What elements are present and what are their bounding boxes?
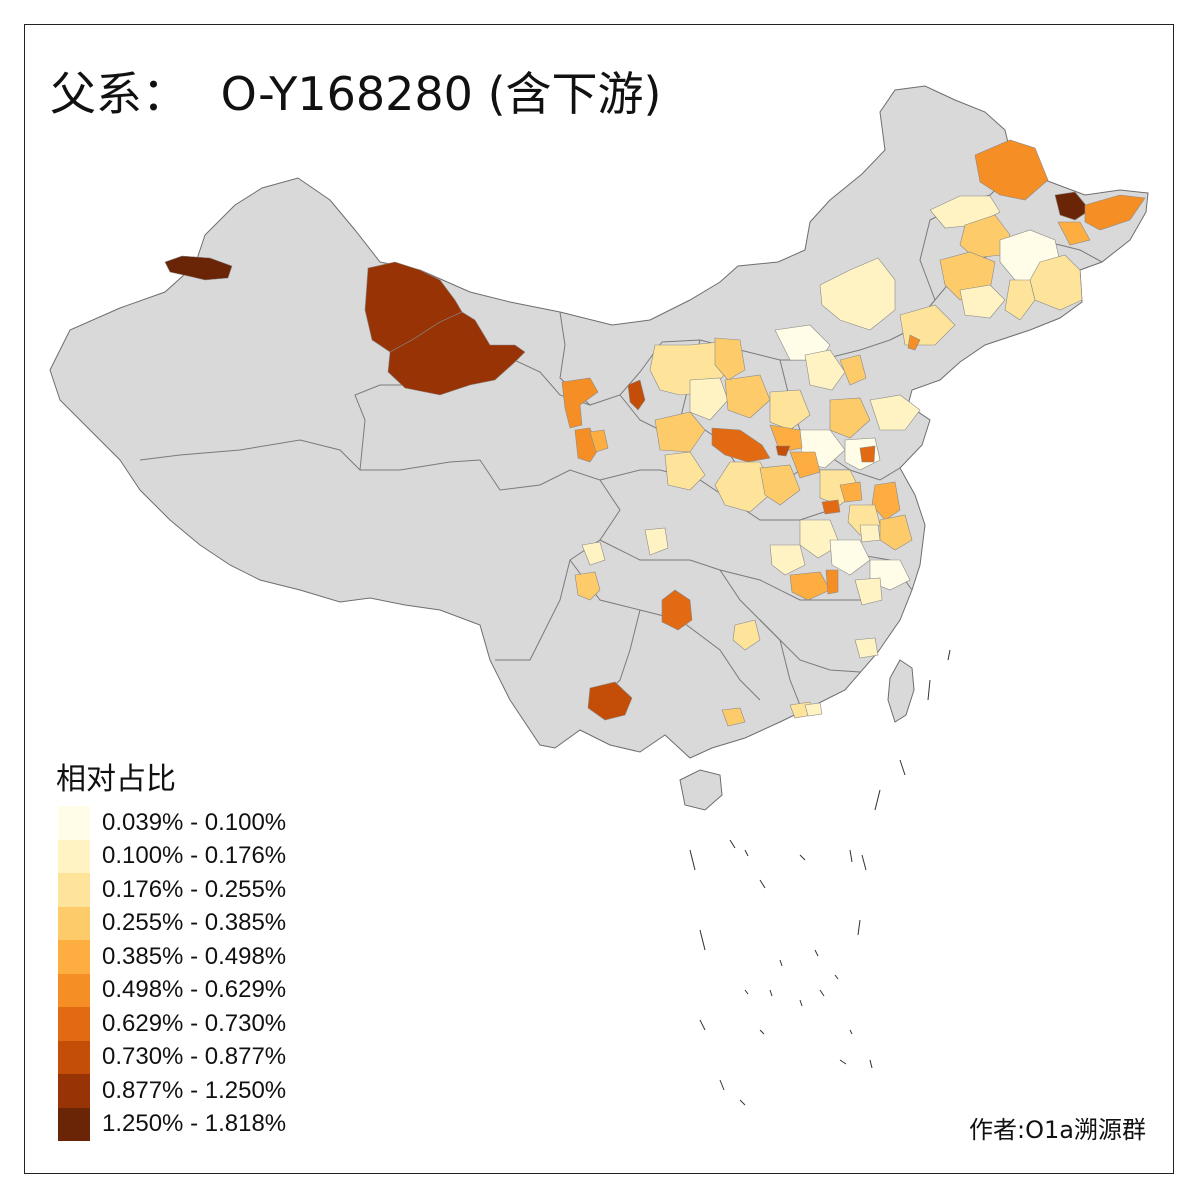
legend-label: 0.385% - 0.498% <box>102 942 287 970</box>
legend-swatch <box>58 806 90 840</box>
legend-item: 0.877% - 1.250% <box>58 1074 286 1108</box>
region-bozhou <box>821 499 841 515</box>
region-zhejiang-1 <box>854 577 883 606</box>
region-liaoning <box>899 304 956 346</box>
hainan <box>679 769 723 811</box>
legend-item: 0.385% - 0.498% <box>58 940 286 974</box>
legend-swatch <box>58 973 90 1007</box>
legend-label: 0.039% - 0.100% <box>102 808 287 836</box>
legend-label: 0.877% - 1.250% <box>102 1076 287 1104</box>
legend-title: 相对占比 <box>56 762 176 797</box>
region-tianjin <box>829 397 871 439</box>
region-hunan <box>732 619 761 651</box>
region-ne-6 <box>1004 279 1036 321</box>
region-henan-1 <box>714 461 776 513</box>
region-ne-3 <box>1057 221 1091 246</box>
legend-swatch <box>58 940 90 974</box>
region-jiangsu-2 <box>879 514 913 551</box>
taiwan <box>887 659 915 723</box>
legend-item: 0.100% - 0.176% <box>58 839 287 873</box>
region-shanxi-2 <box>724 374 771 419</box>
legend-item: 0.629% - 0.730% <box>58 1007 286 1041</box>
region-ne-5 <box>959 284 1006 319</box>
region-guangyuan <box>644 527 669 556</box>
region-ne-east <box>1084 194 1146 231</box>
title-label: 父系： <box>50 67 188 121</box>
region-jiangxi-1 <box>789 571 831 601</box>
region-fujian-1 <box>854 637 879 659</box>
legend-label: 0.498% - 0.629% <box>102 976 287 1004</box>
region-xian <box>711 427 771 463</box>
region-yinchuan <box>627 379 646 411</box>
region-shanxi-1 <box>689 377 729 421</box>
region-yunnan-south <box>587 681 633 721</box>
mainland-outline <box>49 85 1149 759</box>
region-yili <box>164 255 233 281</box>
region-sichuan-1 <box>581 541 606 566</box>
legend-item: 1.250% - 1.818% <box>58 1107 287 1141</box>
region-hami <box>387 311 526 396</box>
region-jiangxi-2 <box>825 569 839 595</box>
map-title: 父系： O-Y168280 (含下游) <box>50 58 661 124</box>
south-sea-islands <box>689 649 951 1106</box>
title-haplogroup: O-Y168280 (含下游) <box>220 67 662 121</box>
legend-swatch <box>58 1107 90 1141</box>
legend-label: 0.629% - 0.730% <box>102 1009 287 1037</box>
region-hubei-1 <box>769 544 806 576</box>
legend-item: 0.730% - 0.877% <box>58 1040 287 1074</box>
region-chifeng <box>819 257 896 331</box>
legend-item: 0.255% - 0.385% <box>58 906 287 940</box>
region-guangxi-1 <box>721 707 746 727</box>
legend-swatch <box>58 1040 90 1074</box>
region-shaanxi-2 <box>664 451 706 491</box>
region-hebei-3 <box>839 354 867 386</box>
legend: 0.039% - 0.100% 0.100% - 0.176% 0.176% - 0… <box>58 806 286 1141</box>
region-guizhou <box>661 589 693 631</box>
region-nanjing <box>859 524 881 543</box>
legend-item: 0.176% - 0.255% <box>58 873 286 907</box>
data-regions <box>164 139 1146 727</box>
region-wuhai <box>561 377 599 429</box>
legend-swatch <box>58 1007 90 1041</box>
legend-item: 0.039% - 0.100% <box>58 806 286 840</box>
legend-label: 0.730% - 0.877% <box>102 1043 287 1071</box>
region-guangdong-2 <box>804 702 823 717</box>
region-shandong-1 <box>869 394 921 431</box>
legend-swatch <box>58 906 90 940</box>
legend-swatch <box>58 839 90 873</box>
region-sichuan-2 <box>574 571 601 601</box>
region-hebei-4 <box>769 389 811 431</box>
region-anhui-2 <box>829 539 871 576</box>
legend-swatch <box>58 873 90 907</box>
region-qingyang <box>589 429 609 453</box>
region-jiangsu-1 <box>871 481 901 521</box>
legend-label: 0.255% - 0.385% <box>102 909 287 937</box>
region-shaanxi-1 <box>654 411 706 453</box>
region-hebei-6 <box>769 424 803 453</box>
legend-label: 0.100% - 0.176% <box>102 842 287 870</box>
legend-label: 0.176% - 0.255% <box>102 875 287 903</box>
region-xuzhou <box>839 481 863 503</box>
region-hebei-2 <box>804 349 846 391</box>
legend-label: 1.250% - 1.818% <box>102 1110 287 1138</box>
region-henan-2 <box>759 464 801 506</box>
region-anhui-1 <box>799 519 841 559</box>
region-linyi <box>859 445 876 463</box>
region-dalian <box>907 334 921 351</box>
legend-swatch <box>58 1074 90 1108</box>
region-shijiazhuang <box>775 445 791 457</box>
author-credit: 作者:O1a溯源群 <box>969 1116 1146 1144</box>
legend-item: 0.498% - 0.629% <box>58 973 287 1007</box>
region-shanxi-n <box>714 337 746 381</box>
region-jiamusi <box>1054 191 1091 221</box>
region-hulunbuir <box>974 139 1049 201</box>
